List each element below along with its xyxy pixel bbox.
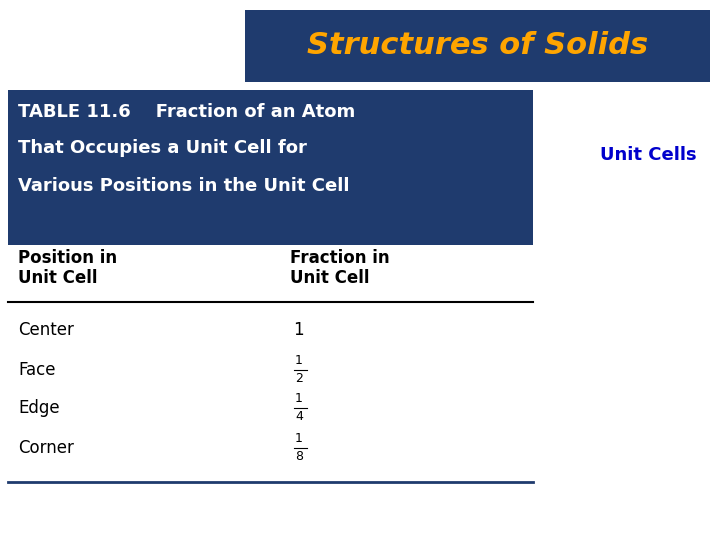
Text: Structures of Solids: Structures of Solids (307, 31, 648, 60)
Text: 1: 1 (293, 321, 304, 339)
Text: 2: 2 (295, 373, 303, 386)
Text: Fraction in: Fraction in (290, 249, 390, 267)
Text: Edge: Edge (18, 399, 60, 417)
Bar (8, 90, 533, 245)
Bar (245, 10, 710, 82)
Text: Corner: Corner (18, 439, 74, 457)
Text: Position in: Position in (18, 249, 117, 267)
Text: 4: 4 (295, 410, 303, 423)
Text: Unit Cell: Unit Cell (18, 269, 97, 287)
Text: TABLE 11.6    Fraction of an Atom: TABLE 11.6 Fraction of an Atom (18, 103, 355, 121)
Text: That Occupies a Unit Cell for: That Occupies a Unit Cell for (18, 139, 307, 157)
Text: 1: 1 (295, 393, 303, 406)
Text: 8: 8 (295, 450, 303, 463)
Text: 1: 1 (295, 354, 303, 368)
Text: 1: 1 (295, 433, 303, 446)
Text: Face: Face (18, 361, 55, 379)
Text: Various Positions in the Unit Cell: Various Positions in the Unit Cell (18, 177, 349, 195)
Text: Center: Center (18, 321, 74, 339)
Text: Unit Cells: Unit Cells (600, 146, 697, 164)
Text: Unit Cell: Unit Cell (290, 269, 369, 287)
